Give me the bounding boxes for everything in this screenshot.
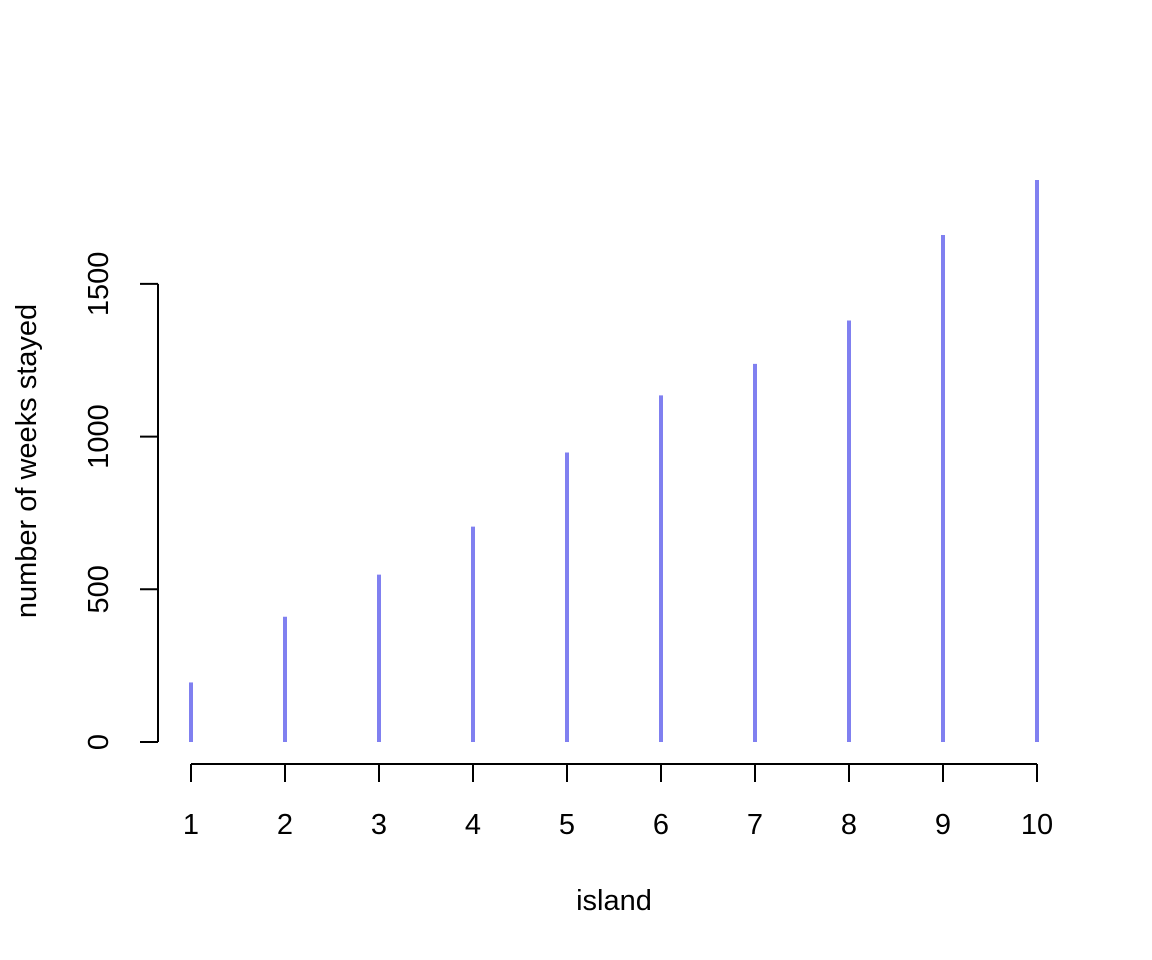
x-tick-label-8: 8 bbox=[841, 809, 857, 841]
x-tick-label-1: 1 bbox=[183, 809, 199, 841]
x-tick-label-10: 10 bbox=[1021, 809, 1053, 841]
data-spikes bbox=[189, 180, 1039, 742]
x-axis-ticks: 1 2 3 4 5 6 7 8 9 10 bbox=[183, 764, 1053, 841]
x-axis-title: island bbox=[576, 885, 652, 917]
y-axis-title: number of weeks stayed bbox=[11, 304, 43, 618]
x-tick-label-5: 5 bbox=[559, 809, 575, 841]
x-tick-label-9: 9 bbox=[935, 809, 951, 841]
x-tick-label-4: 4 bbox=[465, 809, 481, 841]
x-tick-label-7: 7 bbox=[747, 809, 763, 841]
y-axis-ticks: 0 500 1000 1500 bbox=[83, 252, 158, 750]
y-tick-label-1500: 1500 bbox=[83, 252, 115, 317]
y-tick-label-500: 500 bbox=[83, 565, 115, 613]
y-tick-label-1000: 1000 bbox=[83, 404, 115, 469]
x-tick-label-2: 2 bbox=[277, 809, 293, 841]
x-tick-label-6: 6 bbox=[653, 809, 669, 841]
x-tick-label-3: 3 bbox=[371, 809, 387, 841]
y-tick-label-0: 0 bbox=[83, 734, 115, 750]
